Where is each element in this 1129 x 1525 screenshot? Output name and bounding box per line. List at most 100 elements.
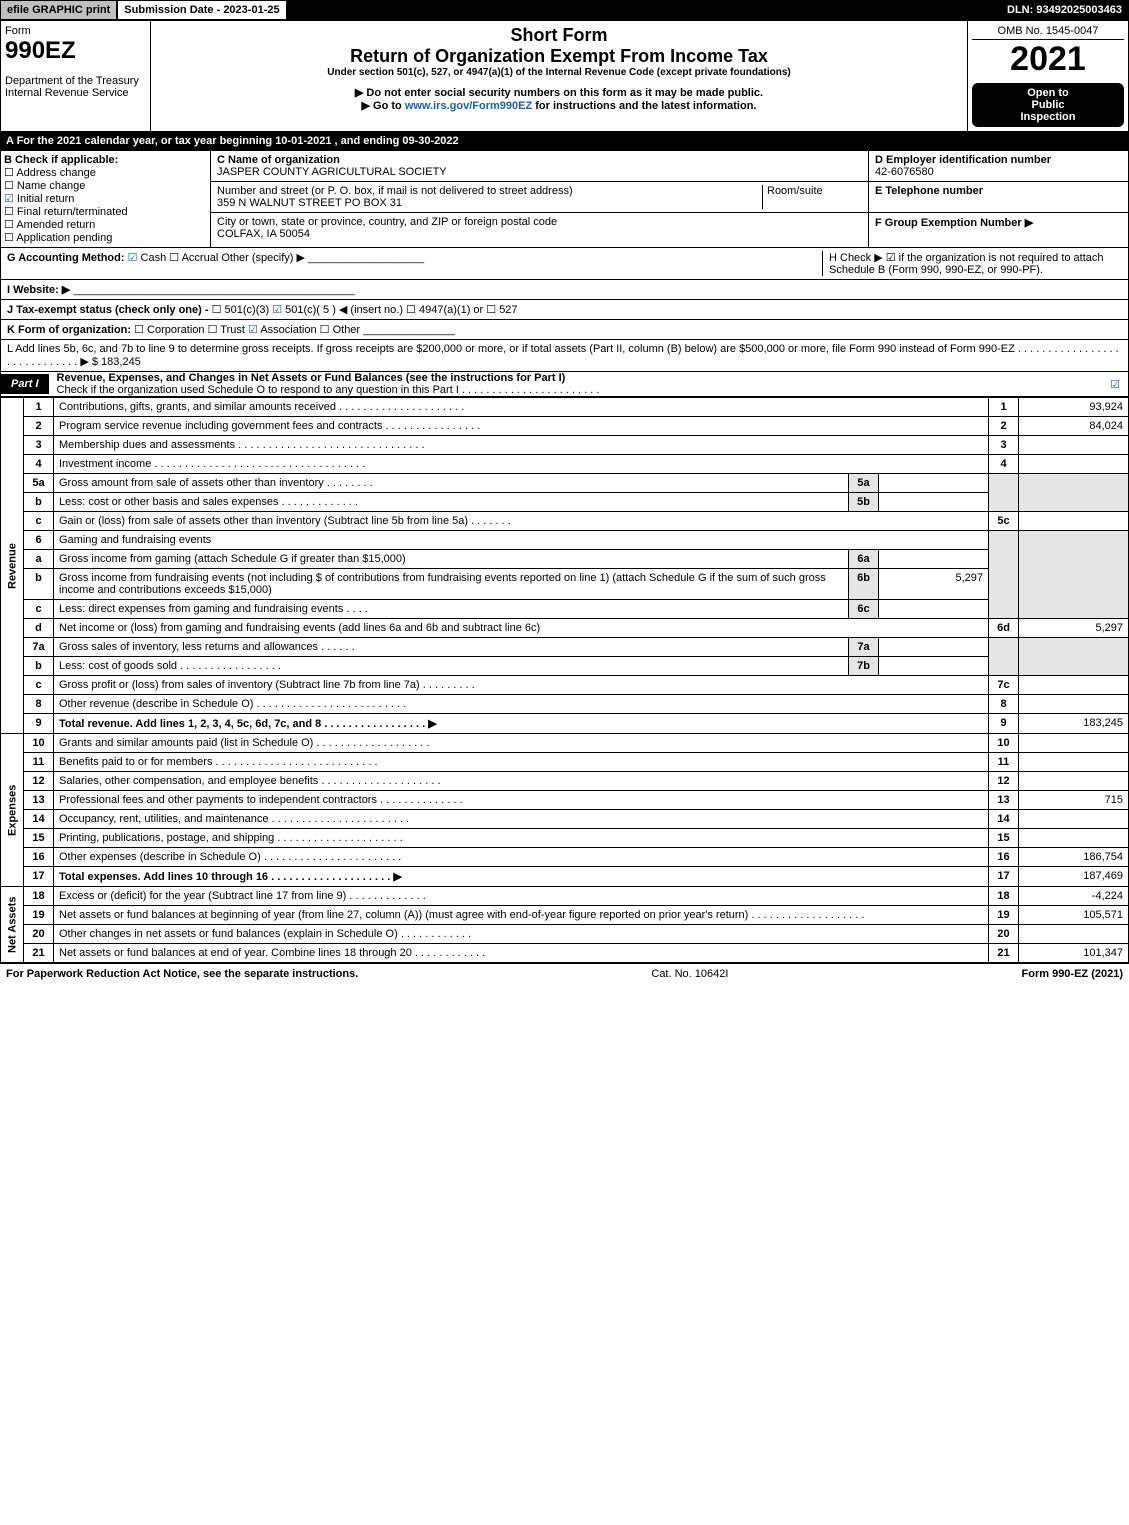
footer-formref: Form 990-EZ (2021) xyxy=(1022,968,1123,980)
sub-box: 6a xyxy=(849,550,879,569)
line-box: 17 xyxy=(989,867,1019,887)
e-phone-label: E Telephone number xyxy=(875,185,1122,197)
row-k: K Form of organization: Corporation Trus… xyxy=(0,320,1129,340)
chk-other-org[interactable]: Other xyxy=(320,324,360,336)
line-text: Gaming and fundraising events xyxy=(54,531,989,550)
column-b: B Check if applicable: Address change Na… xyxy=(1,151,211,247)
line-text: Other changes in net assets or fund bala… xyxy=(54,925,989,944)
line-value xyxy=(1019,772,1129,791)
line-num: 21 xyxy=(24,944,54,963)
line-value: 186,754 xyxy=(1019,848,1129,867)
chk-final-return[interactable]: Final return/terminated xyxy=(4,205,207,218)
line-text: Net income or (loss) from gaming and fun… xyxy=(54,619,989,638)
line-box: 8 xyxy=(989,695,1019,714)
line-text: Gross profit or (loss) from sales of inv… xyxy=(54,676,989,695)
revenue-vlabel: Revenue xyxy=(1,398,24,734)
g-other: Other (specify) ▶ xyxy=(221,252,305,264)
main-title: Return of Organization Exempt From Incom… xyxy=(155,46,963,67)
chk-501c5[interactable]: 501(c)( 5 ) ◀ (insert no.) xyxy=(272,304,403,316)
line-value: 105,571 xyxy=(1019,906,1129,925)
form-header: Form 990EZ Department of the Treasury In… xyxy=(0,20,1129,132)
footer-left: For Paperwork Reduction Act Notice, see … xyxy=(6,968,358,980)
line-num: 5a xyxy=(24,474,54,493)
chk-trust[interactable]: Trust xyxy=(208,324,245,336)
line-box: 19 xyxy=(989,906,1019,925)
chk-corporation[interactable]: Corporation xyxy=(134,324,204,336)
line-value xyxy=(1019,436,1129,455)
line-box: 3 xyxy=(989,436,1019,455)
chk-name-change[interactable]: Name change xyxy=(4,179,207,192)
chk-address-change[interactable]: Address change xyxy=(4,166,207,179)
chk-amended-return[interactable]: Amended return xyxy=(4,218,207,231)
form-number: 990EZ xyxy=(5,37,146,65)
line-num: b xyxy=(24,493,54,512)
efile-print-label[interactable]: efile GRAPHIC print xyxy=(0,0,117,20)
line-text: Salaries, other compensation, and employ… xyxy=(54,772,989,791)
open-line2: Public xyxy=(976,99,1120,111)
line-box: 14 xyxy=(989,810,1019,829)
h-text: H Check ▶ ☑ if the organization is not r… xyxy=(822,251,1122,276)
sub-value xyxy=(879,600,989,619)
line-box: 4 xyxy=(989,455,1019,474)
part1-schedule-o-check[interactable]: ☑ xyxy=(1110,378,1128,391)
line-box: 5c xyxy=(989,512,1019,531)
netassets-vlabel: Net Assets xyxy=(1,887,24,963)
city-label: City or town, state or province, country… xyxy=(217,216,862,228)
sub-value xyxy=(879,474,989,493)
line-num: 13 xyxy=(24,791,54,810)
line-num: c xyxy=(24,676,54,695)
footer-catno: Cat. No. 10642I xyxy=(651,968,728,980)
top-bar: efile GRAPHIC print Submission Date - 20… xyxy=(0,0,1129,20)
part1-tag: Part I xyxy=(1,374,49,394)
column-c: C Name of organization JASPER COUNTY AGR… xyxy=(211,151,868,247)
k-label: K Form of organization: xyxy=(7,324,131,336)
open-inspection-badge: Open to Public Inspection xyxy=(972,83,1124,127)
line-text: Other revenue (describe in Schedule O) .… xyxy=(54,695,989,714)
line-num: c xyxy=(24,512,54,531)
expenses-vlabel: Expenses xyxy=(1,734,24,887)
chk-501c3[interactable]: 501(c)(3) xyxy=(212,304,270,316)
line-num: b xyxy=(24,569,54,600)
chk-cash[interactable]: Cash xyxy=(128,252,167,264)
grey-cell xyxy=(1019,531,1129,619)
chk-initial-return[interactable]: Initial return xyxy=(4,192,207,205)
sub-value: 5,297 xyxy=(879,569,989,600)
row-a-period: A For the 2021 calendar year, or tax yea… xyxy=(0,132,1129,150)
line-box: 9 xyxy=(989,714,1019,734)
submission-date-label: Submission Date - 2023-01-25 xyxy=(117,0,286,20)
i-label: I Website: ▶ xyxy=(7,284,70,296)
grey-cell xyxy=(989,474,1019,512)
chk-accrual[interactable]: Accrual xyxy=(169,252,218,264)
line-num: 16 xyxy=(24,848,54,867)
line-box: 10 xyxy=(989,734,1019,753)
line-value: 101,347 xyxy=(1019,944,1129,963)
chk-527[interactable]: 527 xyxy=(486,304,517,316)
city-value: COLFAX, IA 50054 xyxy=(217,228,862,240)
omb-number: OMB No. 1545-0047 xyxy=(972,25,1124,40)
warning-ssn: ▶ Do not enter social security numbers o… xyxy=(155,86,963,99)
g-label: G Accounting Method: xyxy=(7,252,125,264)
line-text: Gross amount from sale of assets other t… xyxy=(54,474,849,493)
line-value xyxy=(1019,734,1129,753)
line-value xyxy=(1019,512,1129,531)
line-text: Excess or (deficit) for the year (Subtra… xyxy=(54,887,989,906)
part1-title: Revenue, Expenses, and Changes in Net As… xyxy=(57,372,566,384)
line-box: 15 xyxy=(989,829,1019,848)
chk-application-pending[interactable]: Application pending xyxy=(4,231,207,244)
line-text: Occupancy, rent, utilities, and maintena… xyxy=(54,810,989,829)
irs-link[interactable]: www.irs.gov/Form990EZ xyxy=(405,100,532,112)
line-text: Gross income from gaming (attach Schedul… xyxy=(54,550,849,569)
sub-box: 7a xyxy=(849,638,879,657)
line-text: Gross sales of inventory, less returns a… xyxy=(54,638,849,657)
line-box: 16 xyxy=(989,848,1019,867)
line-value xyxy=(1019,676,1129,695)
line-num: 7a xyxy=(24,638,54,657)
chk-association[interactable]: Association xyxy=(248,324,317,336)
grey-cell xyxy=(989,531,1019,619)
subtitle: Under section 501(c), 527, or 4947(a)(1)… xyxy=(155,67,963,78)
chk-4947[interactable]: 4947(a)(1) or xyxy=(406,304,483,316)
line-text: Net assets or fund balances at beginning… xyxy=(54,906,989,925)
line-num: 2 xyxy=(24,417,54,436)
grey-cell xyxy=(1019,638,1129,676)
line-value: -4,224 xyxy=(1019,887,1129,906)
